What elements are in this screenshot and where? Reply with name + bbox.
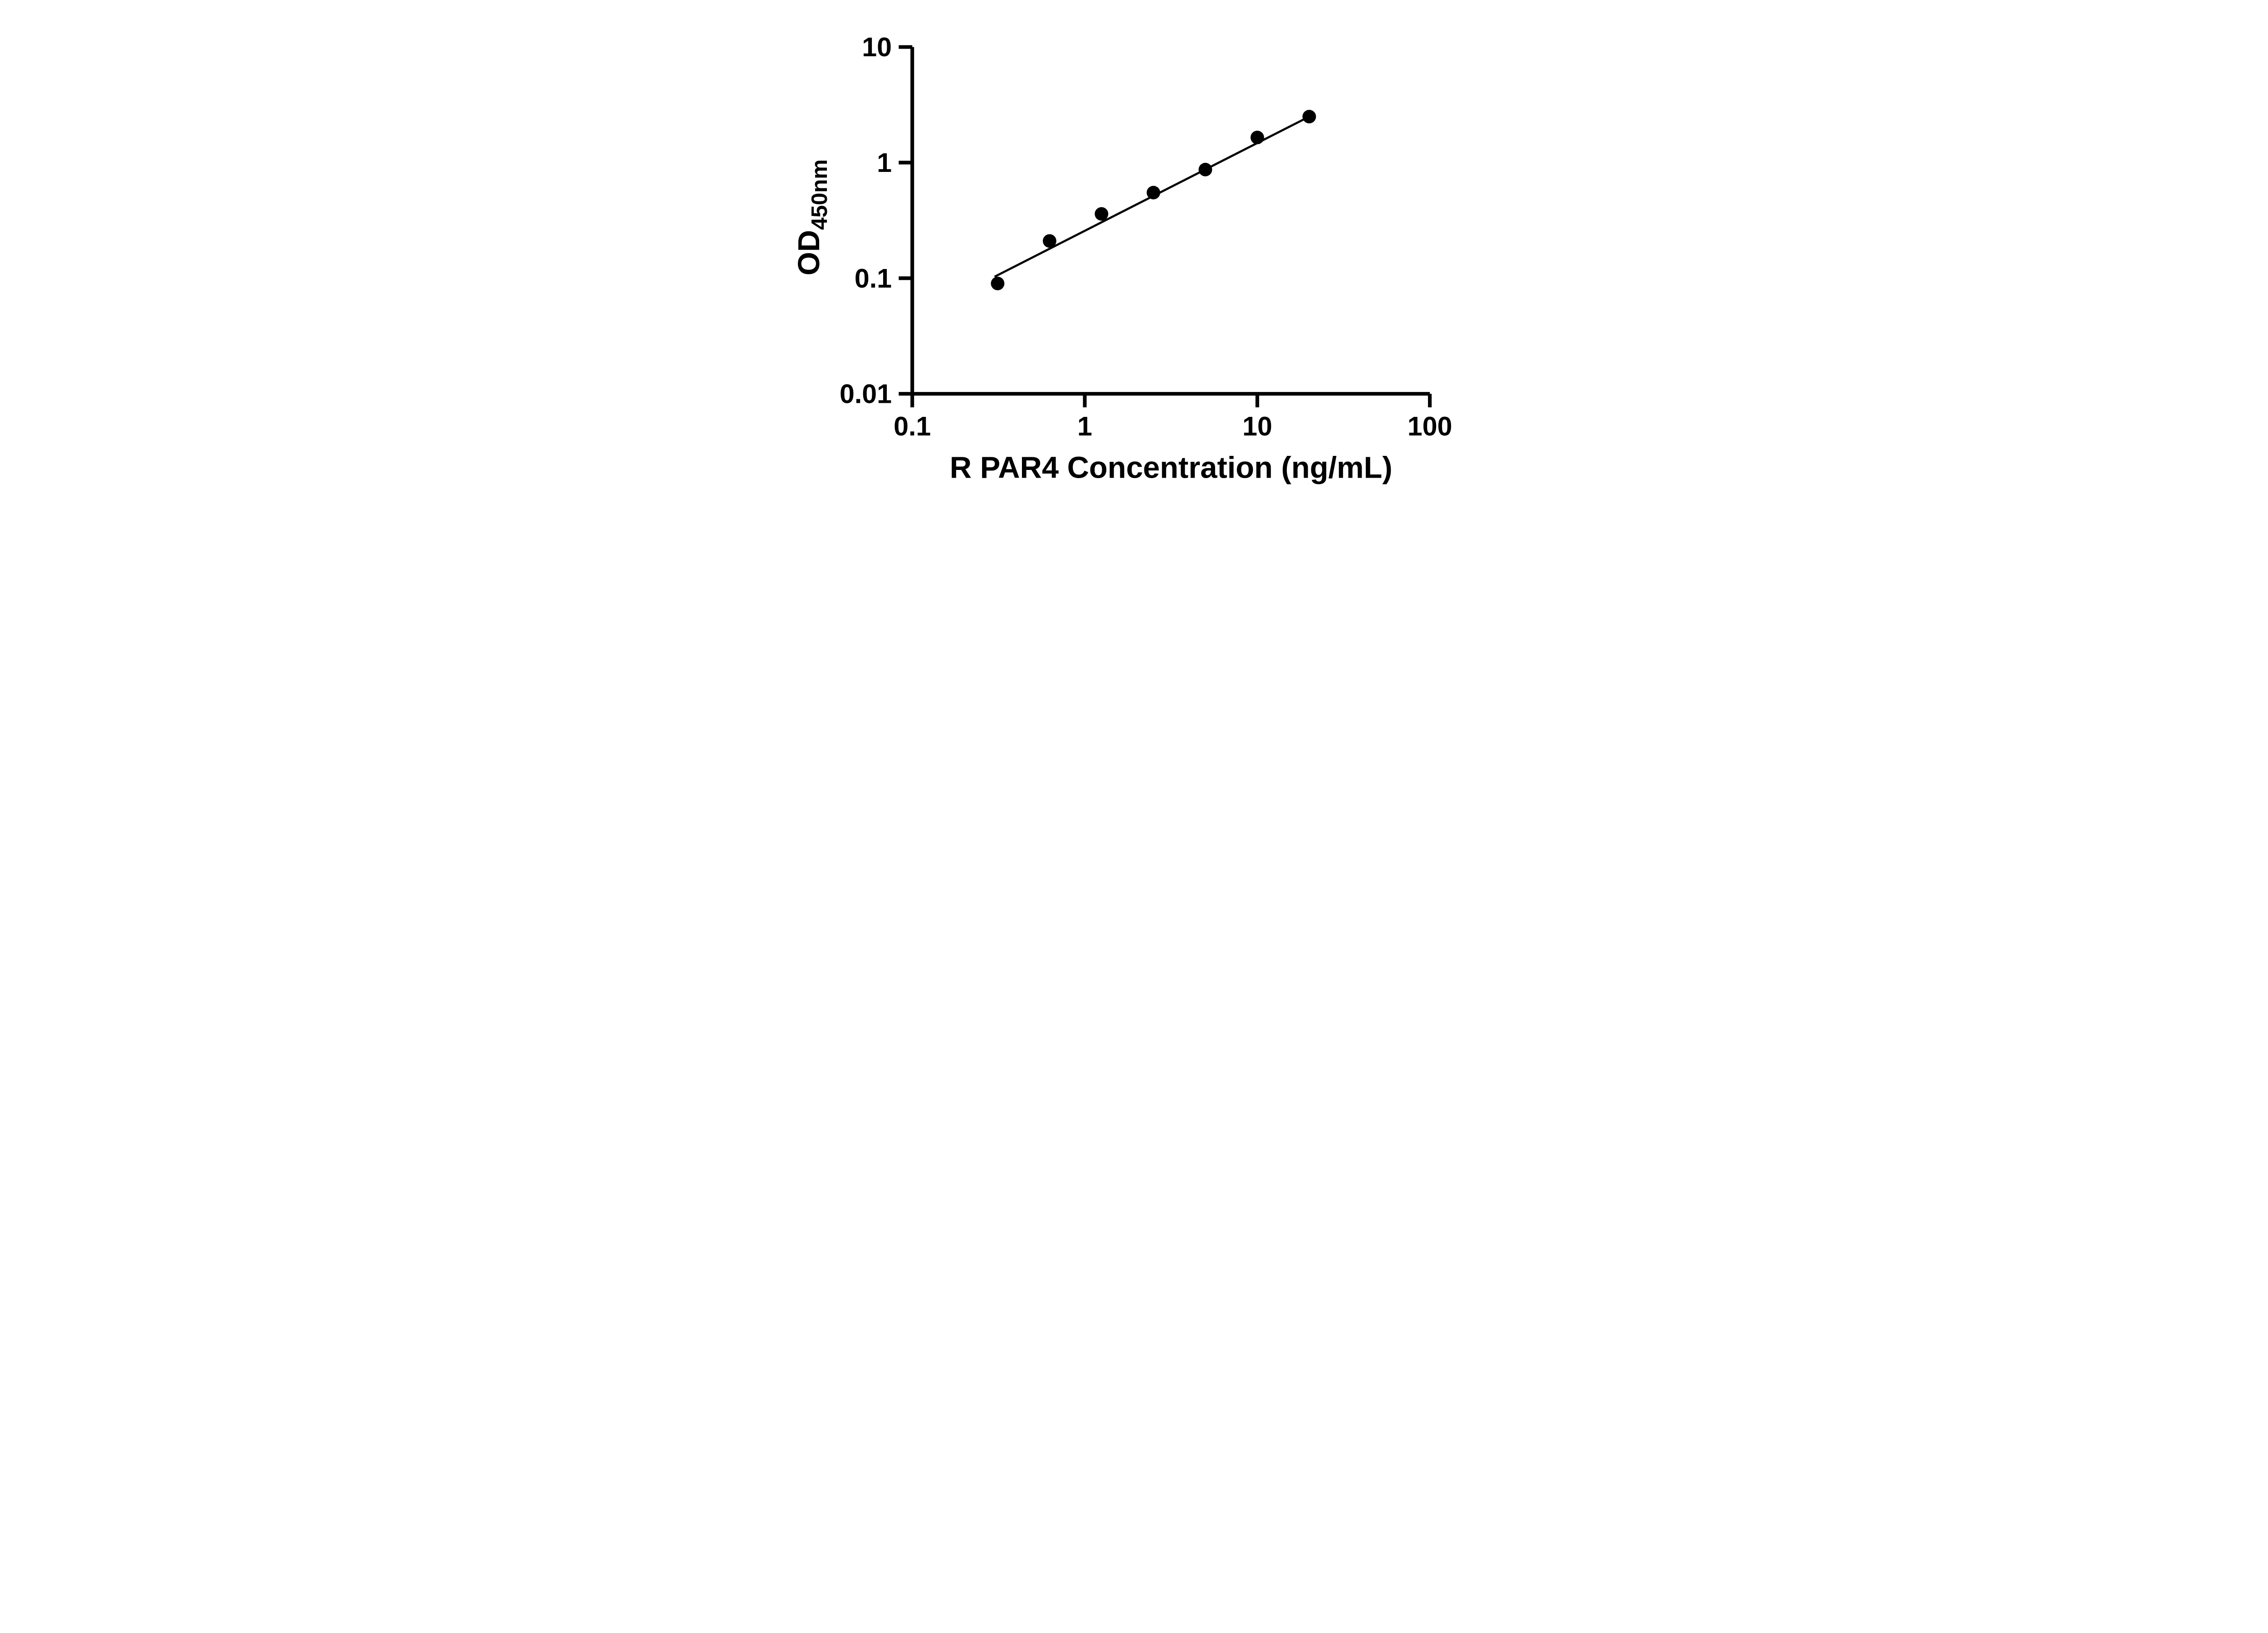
- y-tick-label: 0.01: [840, 379, 892, 409]
- x-tick-label: 100: [1408, 411, 1452, 441]
- y-axis-title-subscript: 450nm: [807, 159, 832, 230]
- x-tick-label: 10: [1242, 411, 1272, 441]
- data-point: [1146, 186, 1160, 200]
- data-point: [1095, 207, 1109, 221]
- data-point: [1198, 162, 1212, 176]
- y-axis-title: OD450nm: [792, 159, 832, 275]
- y-axis-title-main: OD: [792, 230, 826, 275]
- y-tick-label: 0.1: [855, 263, 892, 293]
- x-axis-title: R PAR4 Concentration (ng/mL): [950, 450, 1393, 484]
- data-point: [1302, 110, 1316, 123]
- data-point: [1250, 131, 1264, 144]
- x-tick-label: 1: [1077, 411, 1092, 441]
- data-point: [1042, 234, 1056, 248]
- axis-lines: [910, 47, 1430, 396]
- x-tick-label: 0.1: [894, 411, 931, 441]
- y-tick-label: 10: [862, 32, 892, 62]
- data-point: [991, 277, 1005, 290]
- elisa-standard-curve-figure: 0.1 1 10 100 0.01 0.1 1 10 R PAR4 Concentration …: [771, 0, 1497, 508]
- y-tick-label: 1: [877, 147, 892, 178]
